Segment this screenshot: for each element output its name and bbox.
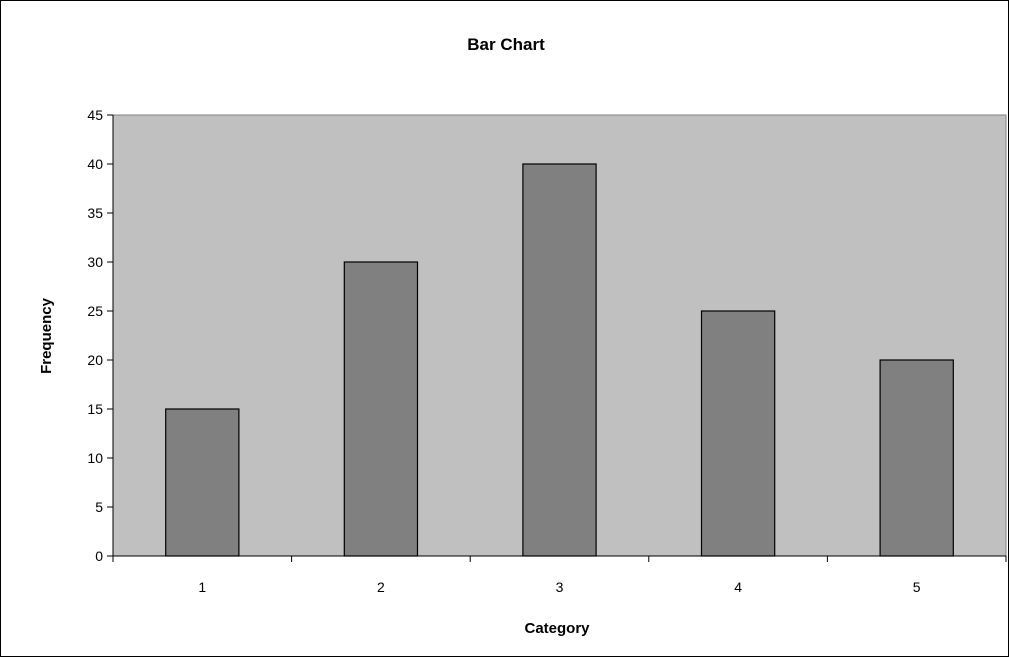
y-tick-label: 0 xyxy=(95,548,103,564)
bar-5 xyxy=(879,359,954,557)
x-axis-title: Category xyxy=(524,620,590,637)
x-axis: 1 2 3 4 5 xyxy=(112,555,1007,595)
y-tick-label: 25 xyxy=(87,303,103,319)
chart-title: Bar Chart xyxy=(467,35,545,54)
y-tick-label: 15 xyxy=(87,401,103,417)
y-tick-label: 5 xyxy=(95,499,103,515)
y-tick-label: 10 xyxy=(87,450,103,466)
x-tick-label: 1 xyxy=(198,579,206,595)
y-tick-label: 30 xyxy=(87,254,103,270)
y-tick-label: 45 xyxy=(87,107,103,123)
y-axis-title: Frequency xyxy=(38,297,55,374)
bar-4 xyxy=(700,310,776,557)
x-tick-label: 3 xyxy=(556,579,564,595)
y-tick-label: 35 xyxy=(87,205,103,221)
x-tick-label: 2 xyxy=(377,579,385,595)
x-tick-label: 4 xyxy=(734,579,742,595)
y-tick-label: 20 xyxy=(87,352,103,368)
y-axis: 0 5 10 15 20 25 30 35 40 45 xyxy=(87,107,114,564)
x-tick-label: 5 xyxy=(913,579,921,595)
bar-3 xyxy=(522,163,597,557)
bars-group xyxy=(165,163,954,557)
bar-1 xyxy=(165,408,240,557)
y-tick-label: 40 xyxy=(87,156,103,172)
bar-2 xyxy=(343,261,419,557)
